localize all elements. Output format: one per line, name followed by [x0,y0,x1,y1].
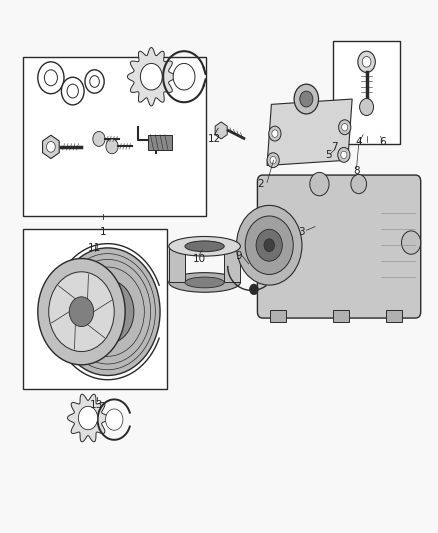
Text: 3: 3 [299,227,305,237]
Circle shape [339,120,351,135]
Circle shape [55,248,160,375]
Circle shape [67,84,78,98]
Text: 4: 4 [355,136,362,147]
Polygon shape [215,122,227,139]
Text: 12: 12 [208,134,221,144]
Circle shape [267,153,279,167]
Circle shape [269,126,281,141]
Circle shape [342,124,348,131]
Circle shape [38,259,125,365]
Text: 8: 8 [353,166,360,176]
Ellipse shape [169,273,240,292]
Text: 5: 5 [325,150,332,160]
Circle shape [294,84,318,114]
Circle shape [38,62,64,94]
Circle shape [338,148,350,163]
Circle shape [300,91,313,107]
Circle shape [360,99,374,116]
Circle shape [358,51,375,72]
Circle shape [264,239,275,252]
Circle shape [402,231,421,254]
Bar [169,246,185,282]
Bar [333,310,349,322]
Circle shape [95,296,121,328]
Text: 13: 13 [90,400,103,410]
Text: 11: 11 [88,243,101,253]
Circle shape [93,132,105,147]
Bar [270,310,286,322]
Circle shape [250,284,258,295]
Circle shape [256,229,283,261]
Bar [224,246,240,282]
Ellipse shape [185,241,224,252]
Circle shape [245,216,293,274]
Polygon shape [42,135,59,159]
Circle shape [341,151,347,159]
Circle shape [90,76,99,87]
Circle shape [173,63,195,90]
FancyBboxPatch shape [258,175,421,318]
Bar [332,41,400,144]
Circle shape [106,409,123,430]
Text: 7: 7 [332,142,338,152]
Text: 9: 9 [235,251,242,261]
Circle shape [69,297,94,327]
Circle shape [106,139,118,154]
Circle shape [46,142,55,152]
Circle shape [270,157,276,164]
Text: 10: 10 [193,254,206,263]
Circle shape [351,174,367,193]
Ellipse shape [185,277,224,288]
Circle shape [78,406,98,430]
Bar [148,135,172,150]
Text: 1: 1 [100,227,106,237]
Circle shape [85,70,104,93]
Circle shape [49,272,114,352]
Circle shape [362,56,371,67]
Circle shape [310,172,329,196]
Circle shape [141,63,162,90]
Bar [22,56,206,216]
Circle shape [237,205,302,285]
Circle shape [61,77,84,105]
Circle shape [44,70,57,86]
Polygon shape [67,394,109,442]
Text: 2: 2 [257,179,264,189]
Text: 6: 6 [379,136,386,147]
Polygon shape [127,47,175,106]
Circle shape [272,130,278,138]
Ellipse shape [169,237,240,256]
Polygon shape [267,99,352,165]
Bar [22,229,166,389]
Circle shape [81,280,134,344]
Bar [386,310,402,322]
